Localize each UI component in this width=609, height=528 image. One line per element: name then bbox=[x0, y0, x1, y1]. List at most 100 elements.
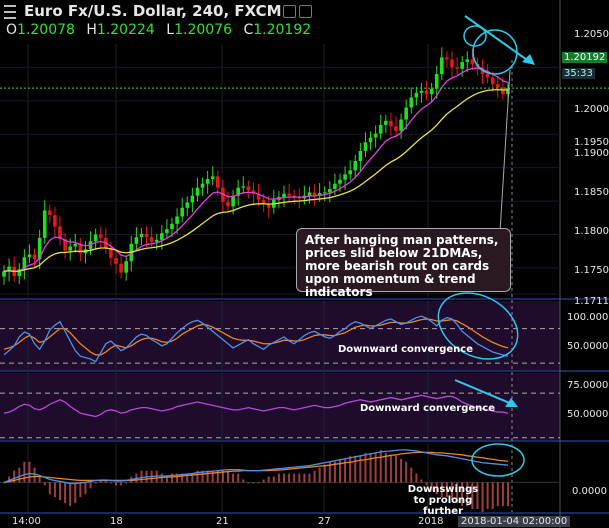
osc2-tick-1: 75.0000 bbox=[567, 380, 609, 391]
macd-histogram-bar bbox=[496, 482, 499, 507]
candle-body bbox=[429, 88, 434, 95]
candle-body bbox=[48, 210, 52, 216]
macd-histogram-bar bbox=[288, 473, 291, 483]
candle-body bbox=[7, 266, 11, 272]
x-tick-3: 21 bbox=[216, 516, 229, 527]
macd-histogram-bar bbox=[109, 482, 112, 484]
candle-body bbox=[333, 183, 337, 190]
macd-histogram-bar bbox=[272, 476, 275, 483]
candle-body bbox=[399, 119, 403, 131]
candle-body bbox=[384, 120, 388, 125]
price-tick-2: 1.20000 bbox=[574, 104, 609, 115]
macd-histogram-bar bbox=[333, 461, 336, 483]
candle-body bbox=[378, 124, 383, 134]
candle-body bbox=[506, 88, 510, 95]
macd-histogram-bar bbox=[94, 482, 97, 484]
macd-histogram-bar bbox=[339, 458, 341, 483]
macd-histogram-bar bbox=[140, 470, 143, 483]
macd-histogram-bar bbox=[379, 449, 382, 483]
candle-body bbox=[266, 203, 271, 208]
candle-body bbox=[373, 133, 378, 138]
candle-body bbox=[2, 271, 6, 277]
candle-body bbox=[78, 243, 83, 254]
macd-histogram-bar bbox=[369, 452, 372, 483]
macd-histogram-bar bbox=[43, 482, 46, 486]
candle-body bbox=[68, 246, 72, 251]
close-value: 1.20192 bbox=[253, 22, 312, 38]
candle-body bbox=[409, 97, 414, 108]
macd-histogram-bar bbox=[221, 470, 224, 483]
macd-histogram-bar bbox=[59, 482, 61, 501]
macd-histogram-bar bbox=[451, 482, 453, 501]
candle-body bbox=[160, 233, 164, 240]
osc2-arrow-shaft bbox=[454, 379, 513, 405]
candle-body bbox=[348, 170, 352, 175]
settings-icon[interactable] bbox=[283, 5, 296, 18]
macd-histogram-bar bbox=[395, 455, 397, 483]
open-value: 1.20078 bbox=[17, 22, 75, 38]
macd-histogram-bar bbox=[313, 470, 316, 483]
candle-body bbox=[322, 192, 327, 194]
macd-histogram-bar bbox=[23, 461, 26, 483]
candle-body bbox=[358, 150, 363, 161]
candle-body bbox=[190, 195, 195, 203]
trend-arrow-head bbox=[522, 54, 535, 65]
candle-body bbox=[287, 193, 291, 196]
macd-histogram-bar bbox=[364, 452, 367, 483]
macd-histogram-bar bbox=[201, 470, 204, 483]
macd-histogram-bar bbox=[13, 470, 16, 483]
x-tick-2: 18 bbox=[110, 516, 123, 527]
candle-body bbox=[424, 90, 429, 95]
macd-histogram-bar bbox=[456, 482, 459, 504]
candle-body bbox=[27, 254, 32, 258]
macd-histogram-bar bbox=[115, 482, 117, 486]
candle-body bbox=[317, 193, 322, 196]
chart-header: Euro Fx/U.S. Dollar, 240, FXCM bbox=[0, 0, 330, 44]
macd-histogram-bar bbox=[323, 464, 326, 483]
candle-body bbox=[154, 239, 159, 242]
candle-body bbox=[455, 67, 459, 69]
candle-body bbox=[496, 84, 500, 88]
candle-body bbox=[139, 233, 144, 238]
macd-histogram-bar bbox=[33, 467, 36, 483]
macd-histogram-bar bbox=[328, 461, 331, 483]
candle-body bbox=[246, 186, 251, 191]
candle-body bbox=[353, 160, 358, 171]
macd-histogram-bar bbox=[491, 482, 494, 510]
macd-histogram-bar bbox=[191, 473, 194, 483]
candle-body bbox=[256, 193, 261, 200]
candle-body bbox=[73, 243, 78, 247]
macd-histogram-bar bbox=[415, 473, 418, 483]
macd-histogram-bar bbox=[486, 482, 489, 510]
macd-histogram-bar bbox=[435, 482, 438, 495]
price-tick-3: 1.19500 bbox=[574, 137, 609, 148]
candle-body bbox=[231, 195, 235, 207]
osc1-orange-line bbox=[3, 318, 509, 356]
panel3-label: Downswings to prolong further bbox=[407, 484, 479, 517]
x-tick-5: 2018 bbox=[418, 516, 444, 527]
candle-body bbox=[261, 199, 266, 204]
close-icon[interactable] bbox=[299, 5, 312, 18]
candle-body bbox=[363, 142, 368, 151]
annotation-callout: After hanging man patterns, prices slid … bbox=[296, 228, 511, 299]
symbol-title[interactable]: Euro Fx/U.S. Dollar, 240, FXCM bbox=[24, 2, 282, 20]
osc1-tick-2: 50.0000 bbox=[567, 341, 609, 352]
macd-histogram-bar bbox=[354, 455, 357, 483]
menu-icon[interactable] bbox=[4, 5, 16, 19]
macd-histogram-bar bbox=[445, 482, 448, 498]
macd-histogram-bar bbox=[53, 482, 56, 498]
macd-histogram-bar bbox=[359, 455, 362, 483]
macd-histogram-bar bbox=[28, 461, 31, 483]
osc2-arrow-head bbox=[505, 398, 518, 407]
macd-histogram-bar bbox=[89, 482, 92, 489]
candle-body bbox=[124, 261, 128, 273]
candle-body bbox=[338, 179, 342, 184]
macd-histogram-bar bbox=[400, 458, 403, 483]
annotation-pointer bbox=[499, 69, 511, 233]
candle-body bbox=[37, 237, 42, 260]
candle-body bbox=[485, 74, 490, 78]
candle-body bbox=[210, 176, 215, 180]
osc1-tick-1: 100.0000 bbox=[567, 312, 609, 323]
